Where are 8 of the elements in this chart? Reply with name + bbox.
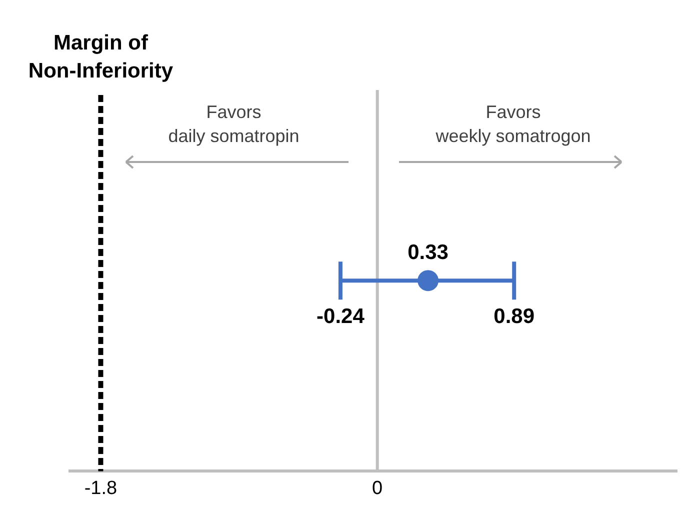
annotation: Favors weekly somatrogon xyxy=(434,102,591,146)
data-label: 0.33 xyxy=(408,240,448,264)
annotation: Favors daily somatropin xyxy=(168,102,300,146)
annotation: -0.24 xyxy=(316,304,365,328)
x-tick-label: -1.8 xyxy=(84,478,118,499)
annotation: 0.89 xyxy=(494,304,535,328)
ref-line-label: Margin of Non-Inferiority xyxy=(28,31,174,82)
x-tick-label: 0 xyxy=(372,478,383,499)
